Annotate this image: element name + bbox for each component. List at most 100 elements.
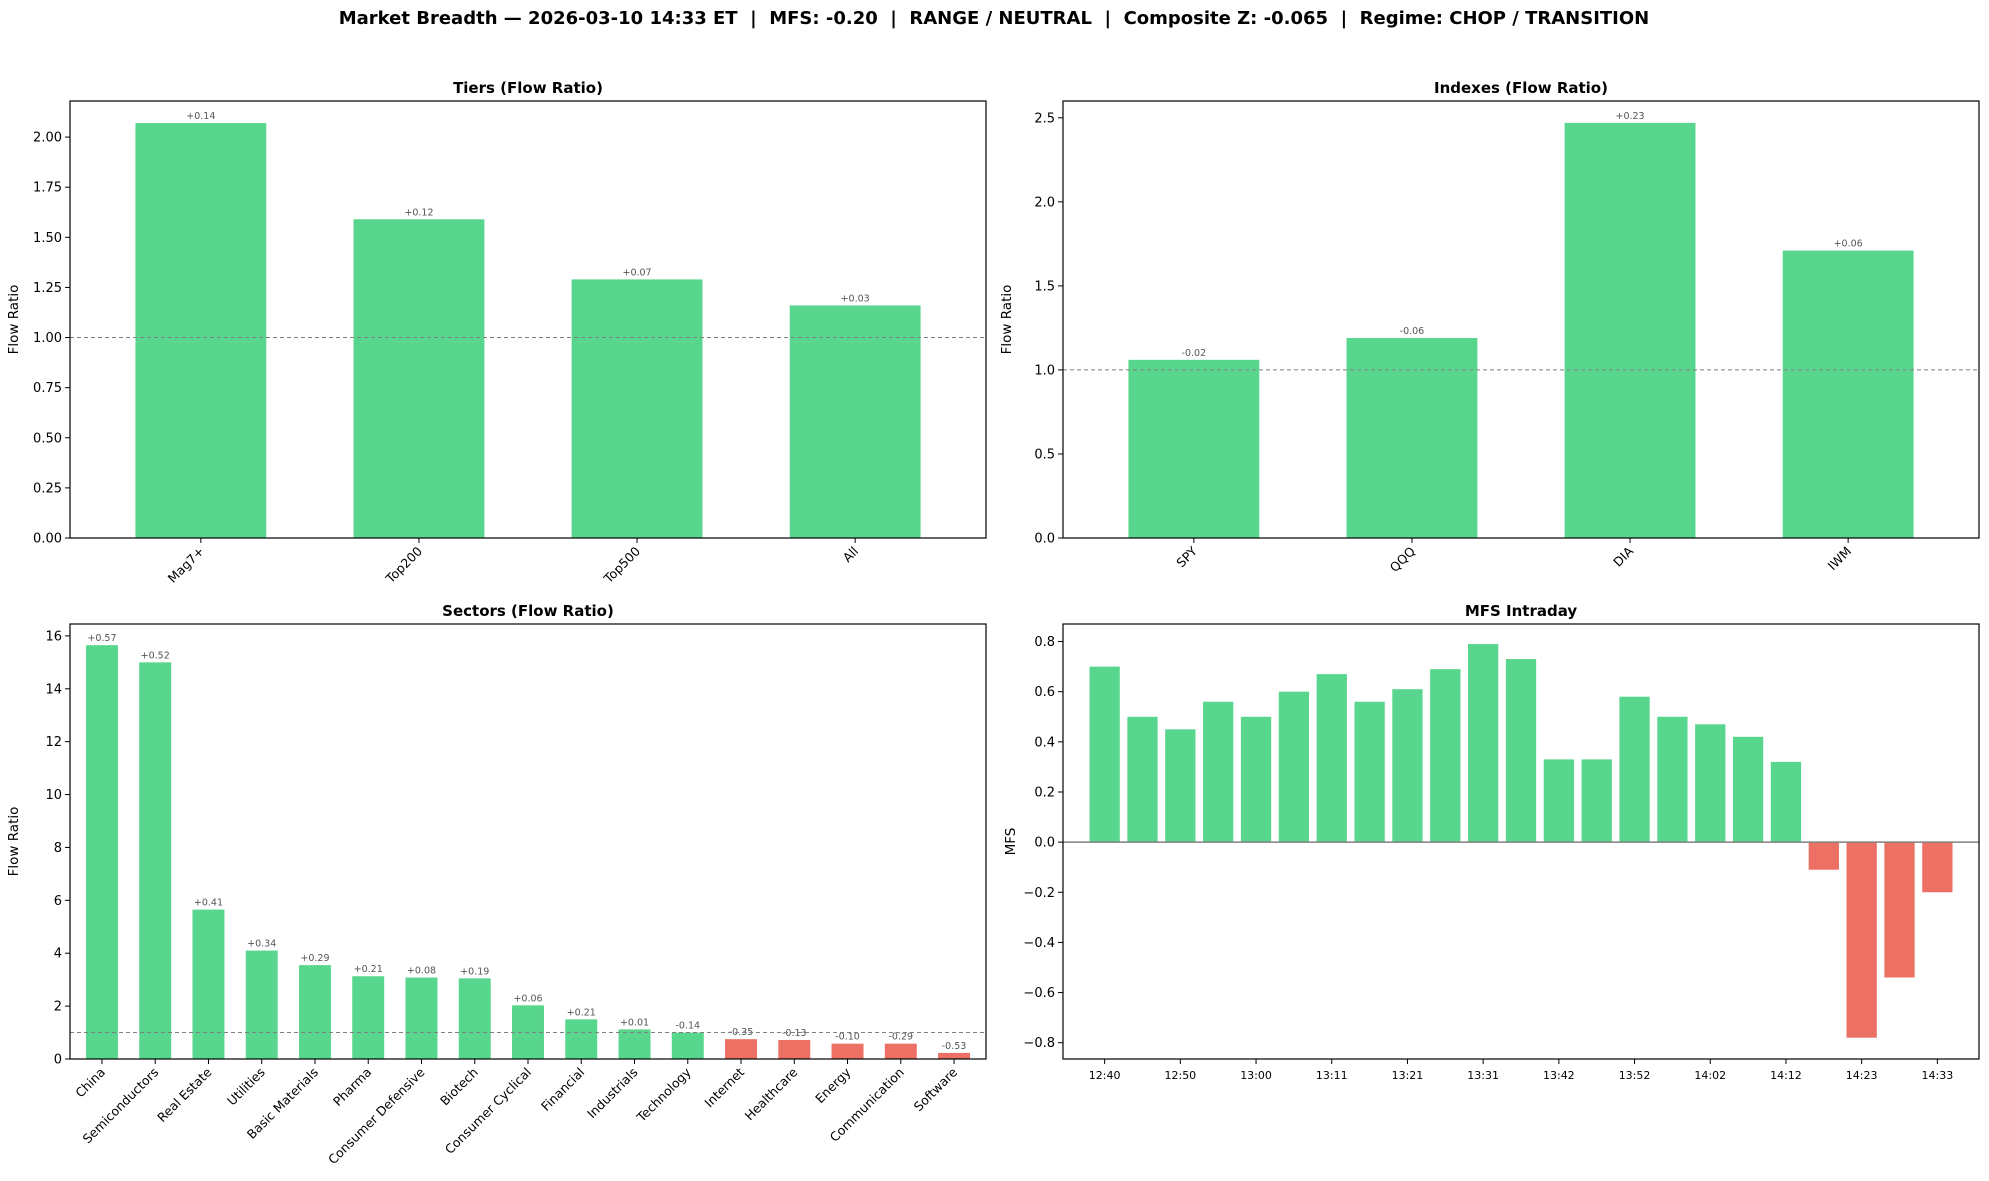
sectors-bar [139, 662, 172, 1059]
sectors-ytick-label: 2 [54, 1000, 62, 1015]
mfs-xtick-label: 12:50 [1164, 1069, 1196, 1082]
sectors-bar [565, 1019, 598, 1059]
sectors-data-label: -0.14 [675, 1021, 700, 1032]
indexes-ytick-label: 1.5 [1034, 279, 1055, 294]
mfs-xtick-label: 13:52 [1619, 1069, 1651, 1082]
mfs-chart: MFS Intraday MFS −0.8 −0.6 −0.4 −0.2 0.0 0.2 0.4… [1003, 602, 1980, 1082]
mfs-bar [1922, 842, 1953, 893]
tiers-ytick-label: 0.75 [33, 381, 62, 396]
sectors-data-label: -0.13 [782, 1028, 807, 1039]
mfs-bar [1808, 842, 1839, 870]
mfs-bar [1203, 701, 1234, 843]
sectors-data-label: -0.29 [888, 1032, 913, 1043]
mfs-bar [1430, 669, 1461, 843]
sectors-xtick-label: Internet [701, 1064, 747, 1110]
tiers-chart: Tiers (Flow Ratio) Flow Ratio +0.14 +0.12 +0… [6, 79, 987, 587]
indexes-ylabel: Flow Ratio [999, 285, 1015, 355]
indexes-ytick-label: 0.0 [1034, 532, 1055, 547]
sectors-xtick-label: Healthcare [742, 1064, 801, 1123]
indexes-bar [1782, 250, 1914, 539]
sectors-xtick-label: Consumer Defensive [325, 1064, 428, 1167]
indexes-data-label: -0.02 [1182, 348, 1207, 359]
mfs-bar [1884, 842, 1915, 978]
sectors-ytick-label: 8 [54, 841, 62, 856]
mfs-xtick-label: 13:21 [1392, 1069, 1424, 1082]
mfs-bar [1392, 689, 1423, 843]
tiers-ytick-label: 1.00 [33, 331, 62, 346]
indexes-bar [1346, 337, 1478, 538]
tiers-ylabel: Flow Ratio [6, 285, 22, 355]
indexes-ytick-label: 2.0 [1034, 195, 1055, 210]
tiers-xtick-label: Top500 [600, 543, 643, 586]
mfs-bar [1468, 644, 1499, 843]
mfs-xtick-label: 13:00 [1240, 1069, 1272, 1082]
mfs-bar [1089, 666, 1120, 843]
sectors-bar [618, 1029, 651, 1059]
tiers-bar [789, 305, 921, 538]
sectors-data-label: -0.10 [835, 1032, 860, 1043]
tiers-ytick-label: 2.00 [33, 131, 62, 146]
mfs-xtick-label: 14:02 [1694, 1069, 1726, 1082]
mfs-ytick-label: 0.4 [1034, 735, 1055, 750]
indexes-axes-frame [1062, 100, 1980, 539]
sectors-ytick-label: 10 [45, 788, 62, 803]
tiers-axes-frame [69, 100, 987, 539]
mfs-bar [1581, 759, 1612, 843]
mfs-title: MFS Intraday [1465, 602, 1578, 620]
tiers-ytick-label: 1.50 [33, 231, 62, 246]
sectors-bar [671, 1032, 704, 1059]
sectors-title: Sectors (Flow Ratio) [442, 602, 614, 620]
sectors-bar [299, 965, 331, 1059]
sectors-data-label: -0.35 [729, 1027, 754, 1038]
sectors-ytick-label: 12 [45, 735, 62, 750]
sectors-data-label: -0.53 [942, 1041, 967, 1052]
indexes-xtick-label: QQQ [1387, 543, 1419, 575]
sectors-xtick-label: Pharma [330, 1065, 374, 1109]
sectors-bar [192, 909, 225, 1059]
mfs-bar [1240, 716, 1272, 843]
indexes-data-label: -0.06 [1400, 326, 1425, 337]
tiers-ytick-label: 0.50 [33, 431, 62, 446]
mfs-ylabel: MFS [1003, 828, 1019, 856]
sectors-ytick-label: 6 [54, 894, 62, 909]
sectors-bar [352, 976, 385, 1059]
sectors-ylabel: Flow Ratio [6, 807, 22, 877]
tiers-ytick-label: 1.75 [33, 181, 62, 196]
tiers-data-label: +0.07 [622, 267, 651, 278]
mfs-xtick-label: 14:23 [1846, 1069, 1878, 1082]
sectors-ytick-label: 0 [54, 1053, 62, 1068]
tiers-ytick-label: 0.25 [33, 481, 62, 496]
mfs-ytick-label: −0.8 [1023, 1036, 1055, 1051]
sectors-ytick-label: 4 [54, 947, 62, 962]
tiers-data-label: +0.12 [404, 207, 433, 218]
mfs-bar [1278, 691, 1310, 843]
mfs-ytick-label: −0.4 [1023, 936, 1055, 951]
sectors-bar [405, 977, 438, 1059]
sectors-bar [85, 645, 118, 1059]
mfs-bar [1354, 701, 1385, 843]
tiers-title: Tiers (Flow Ratio) [453, 79, 603, 97]
sectors-xtick-label: Energy [812, 1064, 854, 1106]
sectors-ytick-label: 16 [45, 629, 62, 644]
mfs-bar [1695, 724, 1726, 843]
sectors-data-label: +0.34 [247, 939, 276, 950]
tiers-ytick-label: 0.00 [33, 532, 62, 547]
tiers-data-label: +0.03 [841, 293, 870, 304]
sectors-xtick-label: Financial [538, 1065, 587, 1114]
mfs-ytick-label: −0.6 [1023, 986, 1055, 1001]
mfs-xtick-label: 13:31 [1467, 1069, 1499, 1082]
tiers-bar [571, 279, 703, 538]
mfs-bar [1657, 716, 1688, 843]
sectors-data-label: +0.52 [141, 650, 170, 661]
indexes-xtick-label: DIA [1610, 543, 1636, 569]
mfs-bar [1770, 761, 1802, 843]
sectors-bar [938, 1052, 971, 1059]
sectors-xtick-label: China [72, 1065, 108, 1101]
mfs-ytick-label: 0.2 [1034, 785, 1055, 800]
sectors-bar [725, 1039, 757, 1059]
mfs-xtick-label: 13:11 [1316, 1069, 1348, 1082]
tiers-ytick-label: 1.25 [33, 281, 62, 296]
mfs-xtick-label: 12:40 [1089, 1069, 1121, 1082]
indexes-xtick-label: IWM [1825, 544, 1855, 574]
